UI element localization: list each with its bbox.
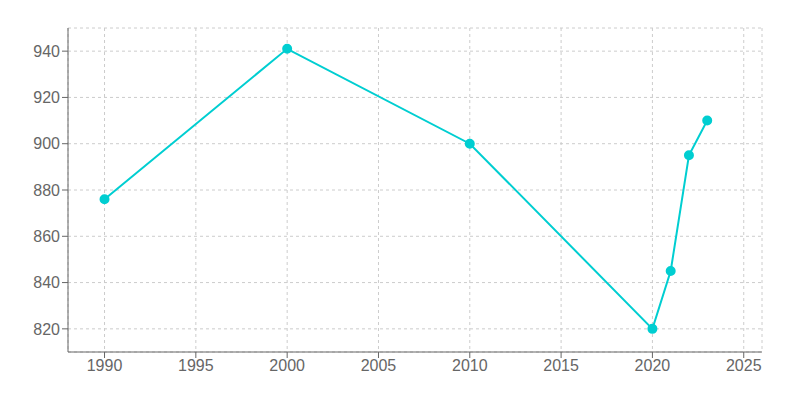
- svg-text:860: 860: [33, 228, 60, 245]
- svg-text:900: 900: [33, 135, 60, 152]
- svg-text:1995: 1995: [178, 357, 214, 374]
- svg-text:880: 880: [33, 182, 60, 199]
- svg-text:920: 920: [33, 89, 60, 106]
- svg-text:840: 840: [33, 274, 60, 291]
- svg-text:2010: 2010: [452, 357, 488, 374]
- svg-text:2020: 2020: [635, 357, 671, 374]
- svg-text:2005: 2005: [361, 357, 397, 374]
- svg-text:940: 940: [33, 43, 60, 60]
- svg-text:2025: 2025: [726, 357, 762, 374]
- svg-text:2015: 2015: [543, 357, 579, 374]
- svg-text:1990: 1990: [87, 357, 123, 374]
- svg-text:820: 820: [33, 321, 60, 338]
- svg-text:2000: 2000: [269, 357, 305, 374]
